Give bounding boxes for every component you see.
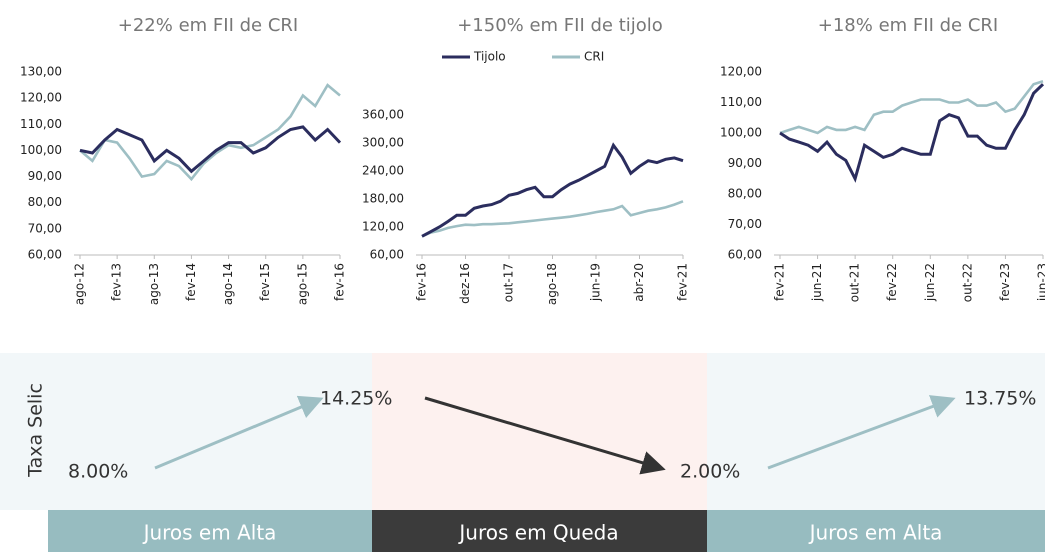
x-tick-label: fev-13: [110, 263, 124, 301]
chart-title: +150% em FII de tijolo: [457, 15, 663, 36]
series-line: [779, 83, 1045, 183]
arrow: [424, 396, 666, 475]
regime-label: Juros em Alta: [142, 521, 277, 545]
regime-bar: [372, 510, 707, 552]
x-tick-label: fev-16: [415, 263, 429, 301]
x-tick-label: fev-23: [998, 263, 1012, 301]
y-tick-label: 180,00: [362, 192, 404, 206]
y-tick-label: 120,00: [362, 220, 404, 234]
y-tick-label: 90,00: [728, 156, 762, 170]
x-tick-label: fev-21: [676, 263, 690, 301]
y-tick-label: 80,00: [728, 187, 762, 201]
series-line: [779, 79, 1044, 135]
series-line: [421, 200, 684, 238]
y-tick-label: 100,00: [20, 143, 62, 157]
y-tick-label: 60,00: [370, 248, 404, 262]
regime-label: Juros em Alta: [808, 521, 943, 545]
selic-level: 13.75%: [964, 388, 1036, 410]
regime-bar: [48, 510, 372, 552]
x-tick-label: dez-16: [458, 263, 472, 304]
x-tick-label: ago-15: [295, 263, 309, 305]
x-tick-label: out-22: [960, 263, 974, 302]
x-tick-label: ago-13: [147, 263, 161, 305]
y-tick-label: 70,00: [28, 221, 62, 235]
period-bg: [707, 353, 1045, 510]
series-line: [79, 125, 342, 174]
x-tick-label: jun-22: [923, 263, 937, 302]
series-line: [421, 142, 684, 238]
x-tick-label: out-21: [848, 263, 862, 302]
x-tick-label: out-17: [502, 263, 516, 302]
x-tick-label: fev-15: [258, 263, 272, 301]
chart-title: +18% em FII de CRI: [818, 15, 998, 36]
y-tick-label: 80,00: [28, 195, 62, 209]
chart-title: +22% em FII de CRI: [118, 15, 298, 36]
y-tick-label: 120,00: [720, 65, 762, 79]
x-tick-label: fev-22: [885, 263, 899, 301]
y-tick-label: 110,00: [720, 95, 762, 109]
arrow: [154, 395, 324, 470]
x-tick-label: fev-21: [773, 263, 787, 301]
x-tick-label: ago-18: [545, 263, 559, 305]
selic-level: 8.00%: [68, 461, 128, 483]
x-tick-label: jun-19: [589, 263, 603, 302]
y-tick-label: 360,00: [362, 108, 404, 122]
arrow: [767, 395, 956, 470]
y-tick-label: 60,00: [728, 248, 762, 262]
x-tick-label: ago-14: [221, 263, 235, 305]
y-tick-label: 70,00: [728, 217, 762, 231]
x-tick-label: abr-20: [632, 263, 646, 302]
x-tick-label: ago-12: [73, 263, 87, 305]
axis-label: Taxa Selic: [25, 383, 47, 478]
legend-label: Tijolo: [473, 50, 506, 64]
x-tick-label: fev-16: [333, 263, 347, 301]
x-tick-label: fev-14: [184, 263, 198, 301]
y-tick-label: 120,00: [20, 91, 62, 105]
y-tick-label: 130,00: [20, 65, 62, 79]
selic-level: 14.25%: [320, 388, 392, 410]
legend-label: CRI: [584, 50, 604, 64]
y-tick-label: 110,00: [20, 117, 62, 131]
x-tick-label: jun-23: [1036, 263, 1045, 302]
y-tick-label: 240,00: [362, 164, 404, 178]
selic-level: 2.00%: [680, 461, 740, 483]
series-line: [79, 83, 341, 182]
y-tick-label: 90,00: [28, 169, 62, 183]
regime-label: Juros em Queda: [457, 521, 618, 545]
regime-bar: [707, 510, 1045, 552]
y-tick-label: 100,00: [720, 126, 762, 140]
y-tick-label: 60,00: [28, 248, 62, 262]
y-tick-label: 300,00: [362, 136, 404, 150]
period-bg: [0, 353, 372, 510]
x-tick-label: jun-21: [810, 263, 824, 302]
